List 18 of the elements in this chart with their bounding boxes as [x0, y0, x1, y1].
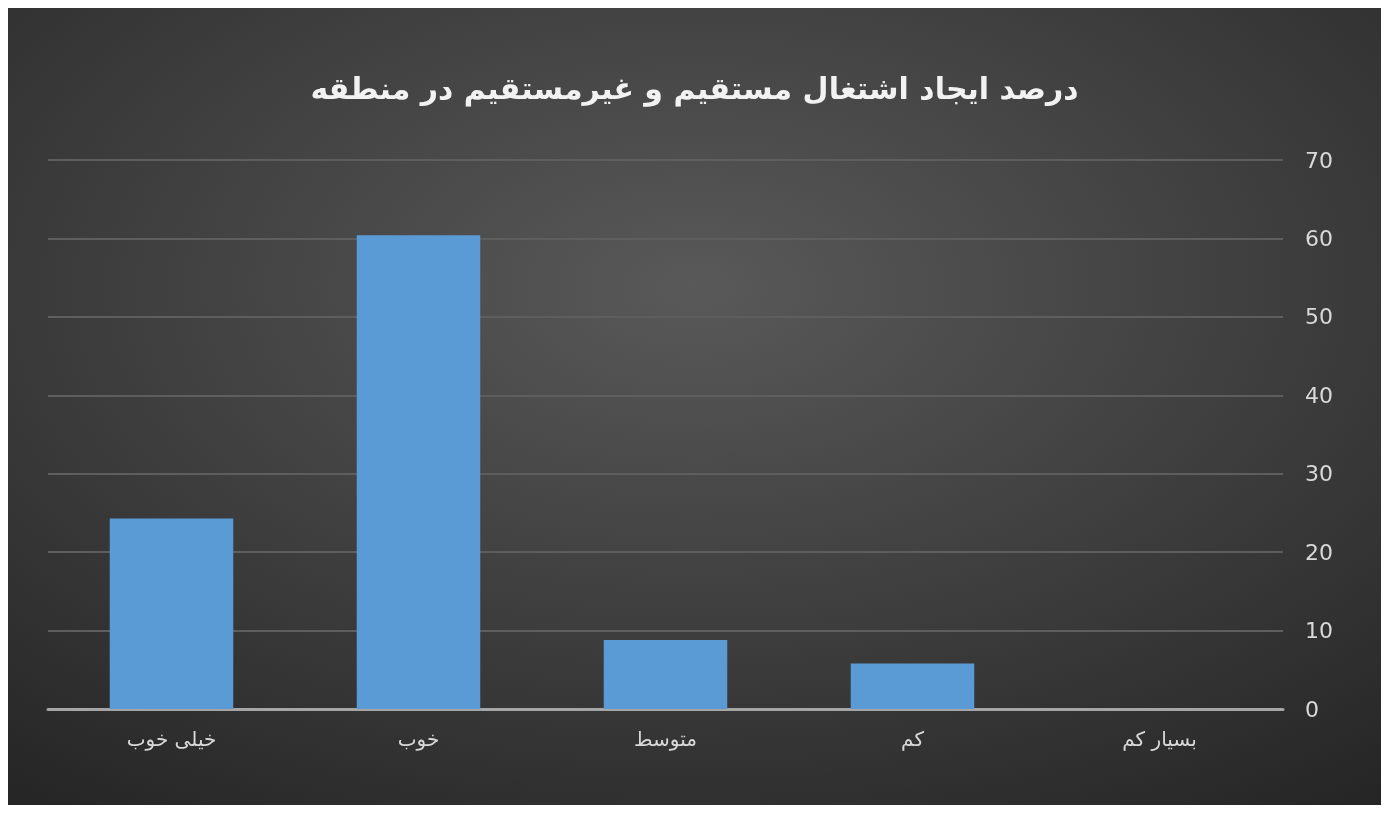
bar	[603, 639, 728, 709]
bar	[109, 518, 234, 709]
x-tick-label: کم	[901, 727, 925, 751]
x-tick-label: خیلی خوب	[126, 727, 217, 751]
y-tick-label: 40	[1305, 382, 1333, 408]
y-tick-label: 60	[1305, 225, 1333, 251]
y-tick-label: 10	[1305, 618, 1333, 644]
y-tick-label: 50	[1305, 304, 1333, 330]
x-tick-label: خوب	[397, 727, 440, 751]
x-tick-label: متوسط	[634, 727, 697, 751]
y-tick-label: 30	[1305, 461, 1333, 487]
bar	[356, 235, 481, 709]
y-tick-label: 0	[1305, 696, 1319, 722]
chart-title: درصد ایجاد اشتغال مستقیم و غیرمستقیم در منطقه	[310, 70, 1079, 107]
bar	[850, 663, 975, 709]
x-tick-label: بسیار کم	[1122, 727, 1197, 751]
y-tick-label: 20	[1305, 539, 1333, 565]
y-tick-label: 70	[1305, 147, 1333, 173]
